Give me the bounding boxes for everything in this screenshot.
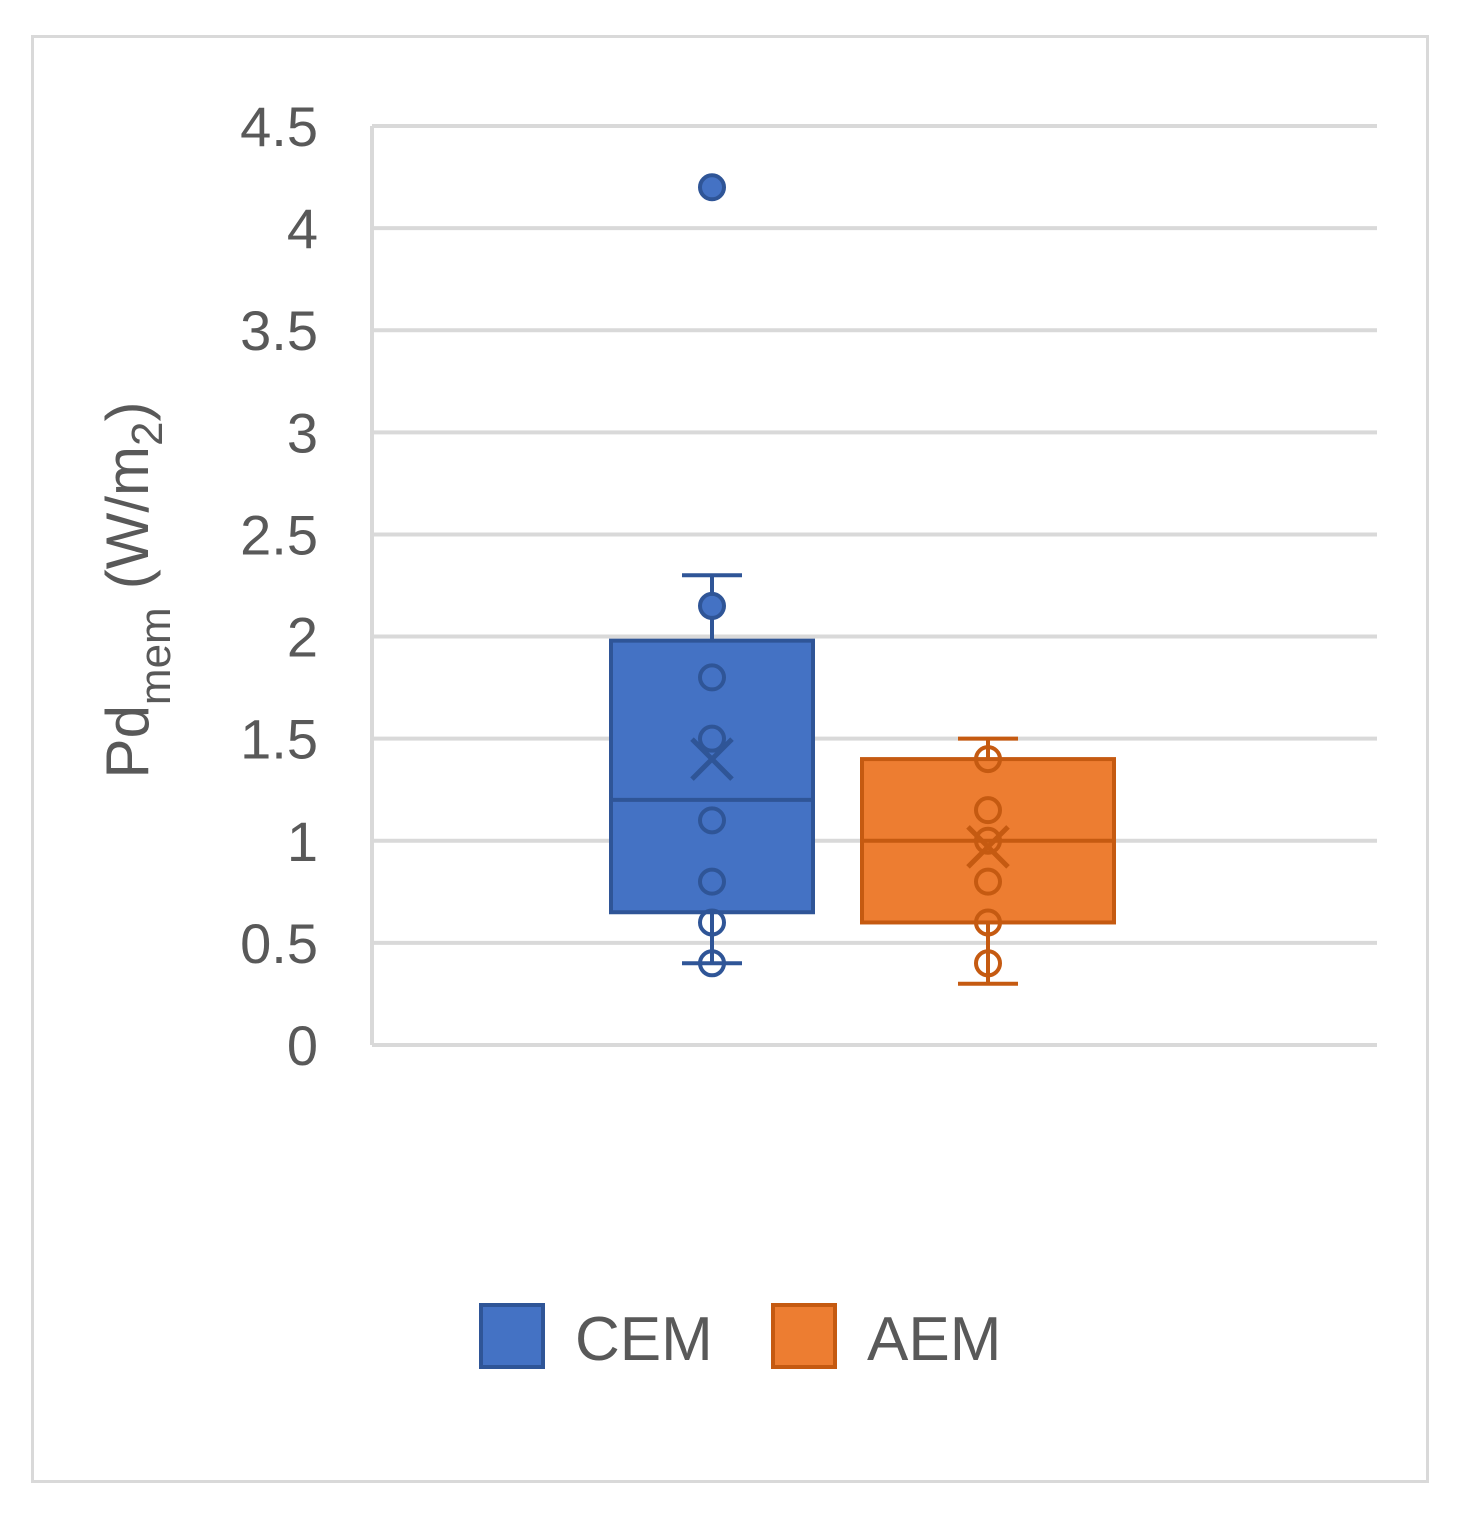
y-tick-label: 0 <box>287 1014 318 1077</box>
mean-marker <box>690 737 734 781</box>
data-point <box>698 663 726 692</box>
data-point <box>974 796 1002 825</box>
y-axis-label: Pdmem (W/m2) <box>94 402 180 779</box>
data-point <box>974 867 1002 896</box>
y-axis-label-main: Pd <box>94 705 161 778</box>
y-axis-label-units-subscript: 2 <box>123 422 172 446</box>
data-point <box>698 806 726 835</box>
y-axis: 0 0.5 1 1.5 2 2.5 3 3.5 4 4.5 <box>240 95 318 1077</box>
data-point <box>698 949 726 978</box>
y-tick-label: 1.5 <box>240 708 318 771</box>
y-tick-label: 3 <box>287 401 318 464</box>
box-cem <box>609 173 815 978</box>
y-tick-label: 4.5 <box>240 95 318 158</box>
mean-marker <box>966 825 1010 869</box>
outlier-point <box>698 173 726 202</box>
legend-swatch-cem <box>479 1303 545 1369</box>
y-tick-label: 3.5 <box>240 299 318 362</box>
box-iqr <box>609 638 815 915</box>
data-point <box>698 724 726 753</box>
legend-swatch-aem <box>771 1303 837 1369</box>
gridlines <box>370 124 1377 1047</box>
box-aem <box>860 736 1116 986</box>
y-tick-label: 2 <box>287 606 318 669</box>
y-tick-label: 4 <box>287 197 318 260</box>
legend: CEM AEM <box>479 1303 1001 1374</box>
data-point <box>974 745 1002 774</box>
y-tick-label: 1 <box>287 810 318 873</box>
data-point <box>698 908 726 937</box>
data-point <box>698 867 726 896</box>
y-tick-label: 2.5 <box>240 503 318 566</box>
y-axis-label-subscript: mem <box>131 607 180 705</box>
y-tick-label: 0.5 <box>240 912 318 975</box>
y-axis-label-units-suffix: ) <box>94 402 161 422</box>
data-point <box>974 949 1002 978</box>
plot-area <box>609 173 1116 986</box>
legend-label-aem: AEM <box>867 1305 1001 1374</box>
legend-label-cem: CEM <box>575 1305 713 1374</box>
data-point <box>974 826 1002 855</box>
y-axis-label-units: (W/m <box>94 446 161 589</box>
data-point <box>974 908 1002 937</box>
outlier-point <box>698 591 726 620</box>
